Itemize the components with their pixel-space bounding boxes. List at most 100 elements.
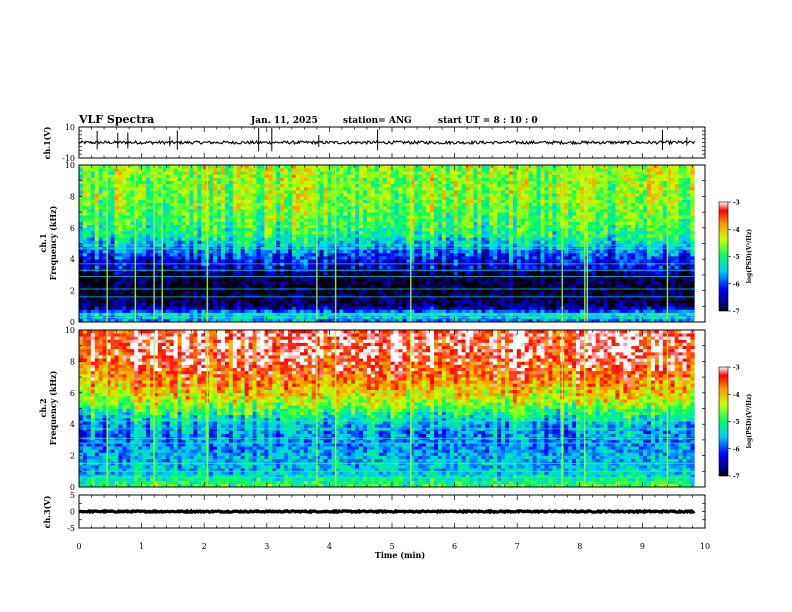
spectrogram-cell bbox=[658, 237, 664, 241]
spectrogram-cell bbox=[181, 256, 186, 260]
spectrogram-cell bbox=[508, 224, 514, 229]
spectrogram-cell bbox=[236, 306, 242, 310]
spectrogram-cell bbox=[292, 237, 297, 241]
spectrogram-cell bbox=[465, 309, 470, 313]
spectrogram-cell bbox=[497, 290, 502, 295]
spectrogram-cell bbox=[674, 230, 679, 235]
spectrogram-cell bbox=[670, 234, 675, 238]
spectrogram-cell bbox=[292, 318, 297, 323]
spectrogram-cell bbox=[378, 318, 384, 323]
spectrogram-cell bbox=[217, 230, 222, 235]
spectrogram-cell bbox=[256, 224, 261, 229]
spectrogram-cell bbox=[599, 309, 604, 313]
spectrogram-cell bbox=[603, 278, 608, 282]
spectrogram-cell bbox=[631, 290, 636, 295]
spectrogram-cell bbox=[540, 240, 545, 244]
spectrogram-cell bbox=[153, 296, 159, 301]
spectrogram-cell bbox=[520, 284, 526, 288]
spectrogram-cell bbox=[252, 318, 257, 323]
spectrogram-cell bbox=[473, 309, 478, 313]
spectrogram-cell bbox=[426, 234, 431, 238]
spectrogram-cell bbox=[552, 290, 557, 295]
spectrogram-cell bbox=[564, 256, 569, 260]
spectrogram-cell bbox=[493, 281, 498, 285]
spectrogram-cell bbox=[501, 284, 506, 288]
spectrogram-cell bbox=[224, 237, 230, 241]
spectrogram-cell bbox=[501, 240, 506, 244]
spectrogram-cell bbox=[631, 296, 636, 301]
spectrogram-cell bbox=[240, 234, 245, 238]
spectrogram-cell bbox=[422, 293, 427, 298]
spectrogram-cell bbox=[264, 230, 269, 235]
spectrogram-cell bbox=[284, 230, 289, 235]
spectrogram-cell bbox=[603, 300, 608, 304]
spectrogram-cell bbox=[315, 234, 320, 238]
spectrogram-cell bbox=[366, 293, 372, 298]
spectrogram-cell bbox=[165, 256, 171, 260]
spectrogram-cell bbox=[355, 293, 360, 298]
spectrogram-cell bbox=[501, 278, 506, 282]
spectrogram-cell bbox=[303, 296, 309, 301]
spectrogram-cell bbox=[544, 278, 549, 282]
spectrogram-cell bbox=[603, 227, 608, 232]
spectrogram-cell bbox=[79, 221, 84, 225]
spectrogram-cell bbox=[647, 293, 652, 298]
spectrogram-cell bbox=[619, 293, 624, 298]
spectrogram-cell bbox=[536, 278, 541, 282]
spectrogram-cell bbox=[130, 300, 135, 304]
spectrogram-cell bbox=[359, 237, 364, 241]
spectrogram-cell bbox=[339, 259, 344, 263]
spectrogram-cell bbox=[146, 281, 151, 285]
spectrogram-cell bbox=[110, 281, 115, 285]
spectrogram-cell bbox=[611, 281, 616, 285]
spectrogram-cell bbox=[587, 237, 593, 241]
spectrogram-cell bbox=[307, 259, 313, 263]
spectrogram-cell bbox=[564, 290, 569, 295]
spectrogram-cell bbox=[654, 303, 660, 307]
figure-title: VLF Spectra bbox=[78, 113, 154, 126]
spectrogram-cell bbox=[686, 293, 691, 298]
spectrogram-cell bbox=[110, 230, 115, 235]
spectrogram-cell bbox=[327, 234, 332, 238]
spectrogram-cell bbox=[528, 271, 533, 276]
spectrogram-cell bbox=[481, 303, 486, 307]
spectrogram-cell bbox=[532, 224, 537, 229]
spectrogram-cell bbox=[185, 296, 190, 301]
spectrogram-cell bbox=[122, 234, 127, 238]
spectrogram-cell bbox=[627, 224, 632, 229]
spectrogram-cell bbox=[599, 293, 604, 298]
spectrogram-cell bbox=[244, 252, 249, 257]
spectrogram-cell bbox=[126, 284, 131, 288]
spectrogram-cell bbox=[118, 256, 123, 260]
spectrogram-cell bbox=[453, 237, 458, 241]
spectrogram-cell bbox=[185, 281, 190, 285]
spectrogram-cell bbox=[280, 271, 285, 276]
spectrogram-cell bbox=[434, 256, 439, 260]
spectrogram-cell bbox=[591, 303, 597, 307]
spectrogram-cell bbox=[532, 306, 537, 310]
spectrogram-cell bbox=[536, 309, 541, 313]
spectrogram-cell bbox=[587, 303, 593, 307]
spectrogram-cell bbox=[363, 278, 368, 282]
spectrogram-cell bbox=[366, 256, 372, 260]
spectrogram-cell bbox=[201, 240, 206, 244]
spectrogram-cell bbox=[169, 303, 174, 307]
spectrogram-cell bbox=[493, 240, 498, 244]
spectrogram-cell bbox=[493, 293, 498, 298]
spectrogram-cell bbox=[248, 259, 253, 263]
spectrogram-cell bbox=[485, 278, 490, 282]
spectrogram-cell bbox=[363, 224, 368, 229]
spectrogram-cell bbox=[351, 281, 356, 285]
spectrogram-cell bbox=[437, 303, 443, 307]
spectrogram-cell bbox=[426, 303, 431, 307]
spectrogram-cell bbox=[221, 252, 226, 257]
spectrogram-cell bbox=[544, 224, 549, 229]
spectrogram-cell bbox=[524, 265, 529, 269]
spectrogram-cell bbox=[647, 303, 652, 307]
spectrogram-cell bbox=[583, 293, 589, 298]
spectrogram-cell bbox=[536, 284, 541, 288]
spectrogram-cell bbox=[236, 309, 242, 313]
spectrogram-cell bbox=[355, 271, 360, 276]
spectrogram-cell bbox=[690, 278, 695, 282]
spectrogram-cell bbox=[623, 284, 628, 288]
